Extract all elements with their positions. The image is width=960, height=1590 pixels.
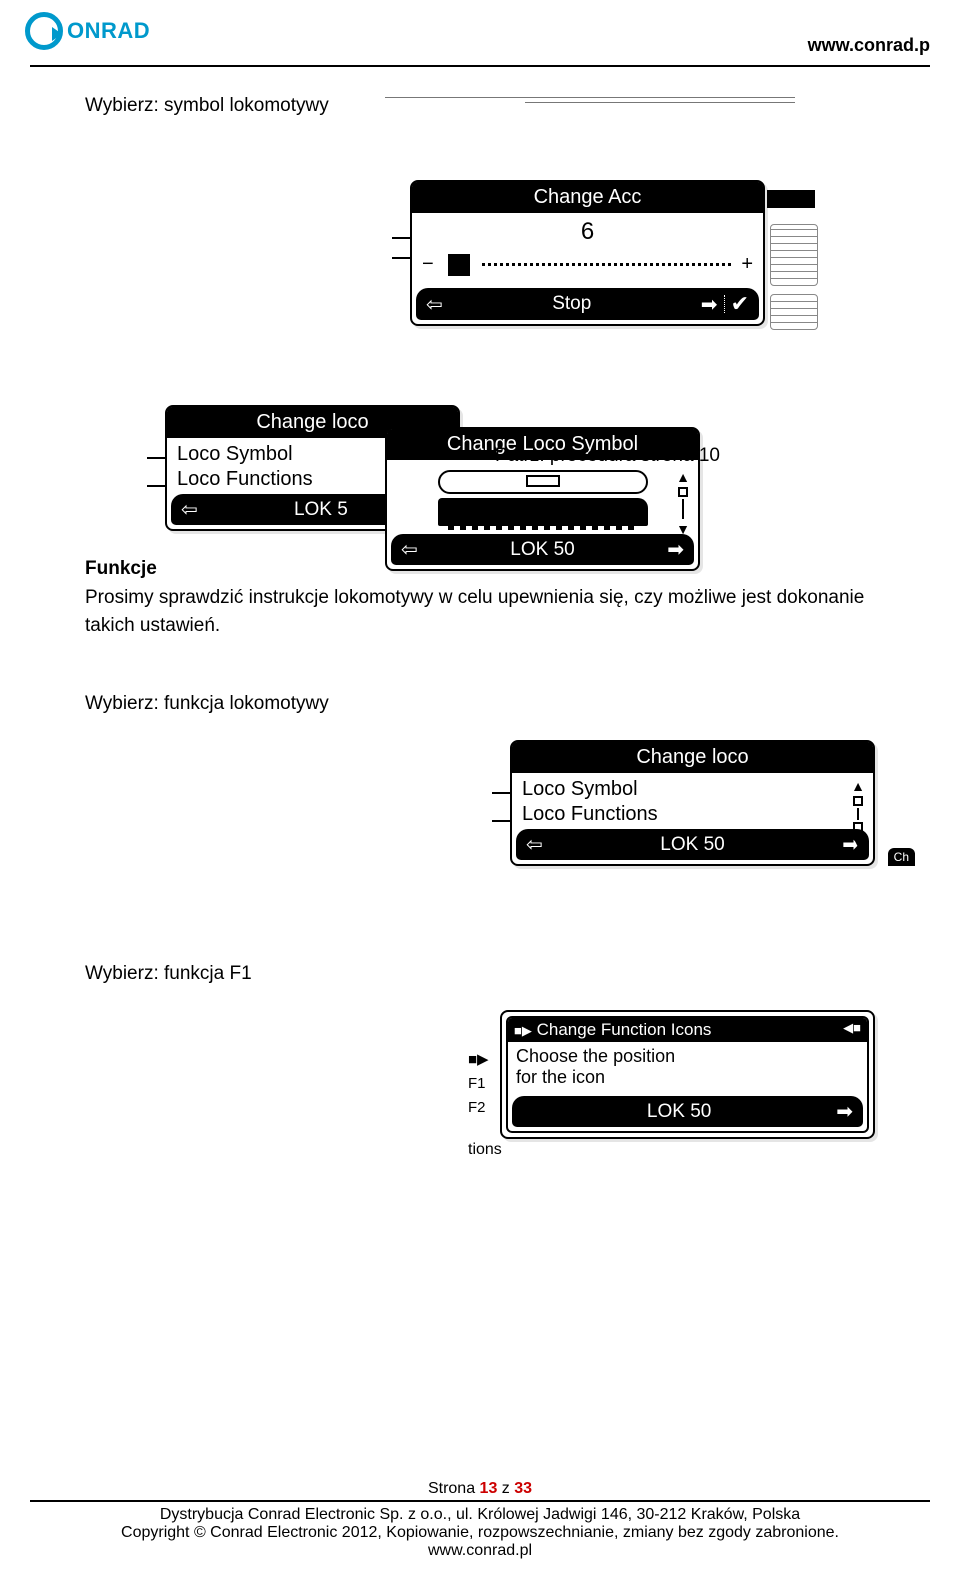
f2-label: F2: [468, 1096, 489, 1120]
text-wybierz-f1: Wybierz: funkcja F1: [85, 960, 875, 989]
lcd-footer-label: Stop: [443, 293, 701, 315]
funkcje-heading: Funkcje: [85, 555, 875, 584]
logo-c-icon: [25, 12, 63, 50]
forward-arrow-icon: ➡: [701, 292, 718, 317]
logo-text: ONRAD: [67, 18, 150, 44]
slider-track: [482, 263, 732, 266]
footer-divider: [30, 1500, 930, 1502]
text-procedura: Patrz: procedura strona 10: [495, 445, 720, 467]
back-arrow-icon: ⇦: [181, 497, 198, 522]
footer-line2: Copyright © Conrad Electronic 2012, Kopi…: [30, 1524, 930, 1542]
f1-label: F1: [468, 1072, 489, 1096]
connector-line: [492, 820, 510, 822]
lcd-footer: ⇦ LOK 50 ➡: [516, 829, 869, 860]
connector-line: [147, 485, 165, 487]
header-divider: [30, 65, 930, 67]
decorative-line: [385, 97, 795, 98]
connector-line: [392, 257, 410, 259]
minus-icon: −: [422, 253, 434, 276]
header-url: www.conrad.p: [808, 35, 930, 56]
text-wybierz-funkcja: Wybierz: funkcja lokomotywy: [85, 690, 875, 719]
conrad-logo: ONRAD: [25, 12, 150, 50]
check-icon: ✔: [731, 291, 749, 317]
inner-row: for the icon: [516, 1067, 859, 1088]
lcd-left-labels: ■▶ F1 F2: [468, 1048, 489, 1120]
decorative-stack: [770, 294, 818, 330]
footer-line1: Dystrybucja Conrad Electronic Sp. z o.o.…: [30, 1506, 930, 1524]
lcd-title: Change loco: [512, 742, 873, 773]
funkcje-body: Prosimy sprawdzić instrukcje lokomotywy …: [85, 584, 875, 641]
slider-bars-icon: [460, 254, 470, 276]
inner-title-text: Change Function Icons: [537, 1020, 712, 1039]
decorative-line: [525, 102, 795, 103]
lcd-row: Loco Symbol: [522, 777, 863, 802]
page-total: 33: [514, 1480, 532, 1497]
back-arrow-icon: ⇦: [526, 832, 543, 857]
connector-line: [392, 237, 410, 239]
plus-icon: +: [741, 253, 753, 276]
lcd-change-loco-2: Change loco ▲▼ Loco Symbol Loco Function…: [510, 740, 875, 866]
footer-line3: www.conrad.pl: [30, 1542, 930, 1560]
decorative-stack: [770, 224, 818, 286]
scroll-indicator-icon: ▲▼: [851, 778, 865, 850]
page-number: Strona 13 z 33: [30, 1480, 930, 1498]
loco-symbol-graphic: [438, 470, 648, 526]
lcd-slider: − +: [422, 247, 753, 286]
icon-label: ■▶: [468, 1048, 489, 1072]
back-arrow-icon: ⇦: [426, 292, 443, 317]
inner-panel: ■▶ Change Function Icons ◀■ Choose the p…: [506, 1016, 869, 1133]
inner-footer: LOK 50 ➡: [512, 1096, 863, 1127]
tions-fragment: tions: [468, 1141, 502, 1159]
lcd-footer-label: LOK 50: [543, 834, 842, 856]
funkcje-section: Funkcje Prosimy sprawdzić instrukcje lok…: [85, 555, 875, 641]
page-label: Strona: [428, 1480, 480, 1497]
page-current: 13: [480, 1480, 498, 1497]
lcd-row: Loco Functions: [522, 802, 863, 827]
lcd-function-icons: ■▶ F1 F2 tions ■▶ Change Function Icons …: [500, 1010, 875, 1139]
forward-arrow-icon: ➡: [836, 1099, 853, 1124]
tab-peek: Ch: [888, 848, 915, 866]
lcd-change-acc: Change Acc 6 − + ⇦ Stop ➡ ✔: [410, 180, 765, 326]
scroll-indicator-icon: ▲▼: [676, 469, 690, 537]
inner-title: ■▶ Change Function Icons ◀■: [508, 1018, 867, 1042]
page-mid: z: [497, 1480, 514, 1497]
connector-line: [492, 792, 510, 794]
connector-line: [147, 457, 165, 459]
text-wybierz-symbol: Wybierz: symbol lokomotywy: [85, 95, 875, 117]
inner-row: Choose the position: [516, 1046, 859, 1067]
lcd-value: 6: [422, 217, 753, 247]
lcd-footer: ⇦ Stop ➡ ✔: [416, 288, 759, 320]
page-footer: Strona 13 z 33 Dystrybucja Conrad Electr…: [30, 1480, 930, 1560]
lcd-title: Change Acc: [412, 182, 763, 213]
lcd-footer-label: LOK 50: [522, 1101, 836, 1123]
decorative-band: [767, 190, 815, 208]
